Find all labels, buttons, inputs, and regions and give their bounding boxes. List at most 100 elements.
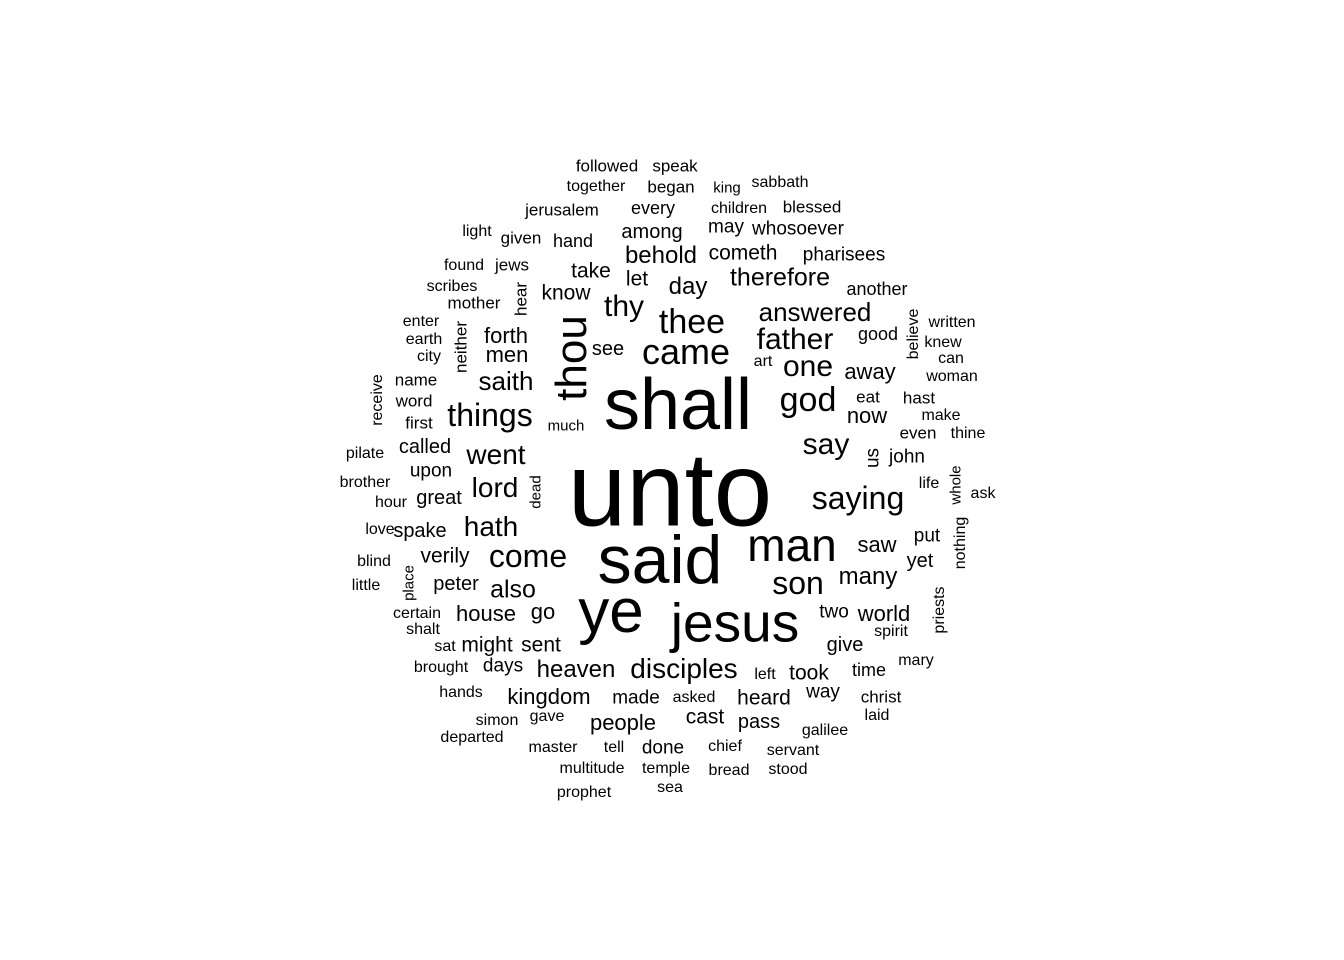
cloud-word-art: art bbox=[753, 353, 773, 370]
cloud-word-may: may bbox=[708, 216, 744, 238]
cloud-word-name: name bbox=[394, 370, 438, 390]
cloud-word-hand: hand bbox=[552, 231, 594, 251]
cloud-word-therefore: therefore bbox=[729, 263, 831, 292]
cloud-word-ask: ask bbox=[970, 485, 996, 502]
cloud-word-said: said bbox=[597, 522, 723, 598]
cloud-word-another: another bbox=[846, 279, 908, 299]
cloud-word-days: days bbox=[482, 655, 524, 677]
cloud-word-gave: gave bbox=[529, 708, 565, 725]
cloud-word-took: took bbox=[789, 661, 829, 685]
cloud-word-unto: unto bbox=[567, 431, 773, 549]
cloud-word-servant: servant bbox=[766, 742, 820, 759]
cloud-word-jews: jews bbox=[494, 255, 530, 275]
cloud-word-laid: laid bbox=[864, 707, 890, 724]
cloud-word-brother: brother bbox=[339, 474, 391, 491]
cloud-word-jesus: jesus bbox=[670, 591, 800, 654]
cloud-word-dead: dead bbox=[527, 475, 545, 509]
cloud-word-priests: priests bbox=[931, 586, 948, 634]
cloud-word-hour: hour bbox=[374, 494, 408, 511]
cloud-word-come: come bbox=[488, 538, 568, 574]
cloud-word-one: one bbox=[782, 350, 834, 383]
cloud-word-city: city bbox=[417, 348, 441, 365]
cloud-word-hath: hath bbox=[463, 511, 519, 542]
cloud-word-see: see bbox=[591, 338, 625, 360]
cloud-word-give: give bbox=[826, 634, 864, 656]
cloud-word-left: left bbox=[754, 666, 776, 683]
cloud-word-speak: speak bbox=[652, 156, 698, 176]
cloud-word-also: also bbox=[490, 575, 536, 604]
cloud-word-believe: believe bbox=[905, 308, 922, 360]
cloud-word-receive: receive bbox=[369, 374, 386, 426]
cloud-word-people: people bbox=[589, 710, 657, 735]
cloud-word-shalt: shalt bbox=[406, 621, 440, 638]
cloud-word-ye: ye bbox=[578, 577, 644, 646]
cloud-word-simon: simon bbox=[475, 712, 519, 729]
cloud-word-away: away bbox=[844, 359, 896, 384]
cloud-word-time: time bbox=[851, 660, 887, 680]
cloud-word-sea: sea bbox=[657, 779, 683, 796]
cloud-word-pharisees: pharisees bbox=[802, 244, 886, 266]
cloud-word-written: written bbox=[928, 314, 976, 331]
cloud-word-make: make bbox=[921, 407, 961, 424]
cloud-word-two: two bbox=[819, 601, 849, 623]
cloud-word-called: called bbox=[398, 436, 452, 458]
cloud-word-prophet: prophet bbox=[556, 784, 612, 801]
cloud-word-say: say bbox=[802, 428, 850, 461]
cloud-word-christ: christ bbox=[860, 687, 902, 707]
cloud-word-kingdom: kingdom bbox=[507, 684, 591, 709]
cloud-word-thy: thy bbox=[603, 290, 645, 323]
cloud-word-hast: hast bbox=[902, 388, 936, 408]
cloud-word-knew: knew bbox=[924, 334, 962, 351]
cloud-word-first: first bbox=[405, 413, 433, 433]
cloud-word-given: given bbox=[500, 228, 542, 248]
cloud-word-asked: asked bbox=[672, 689, 716, 706]
cloud-word-put: put bbox=[913, 525, 941, 547]
cloud-word-yet: yet bbox=[906, 550, 934, 572]
cloud-word-john: john bbox=[889, 446, 925, 468]
cloud-word-hands: hands bbox=[439, 684, 483, 701]
cloud-word-word: word bbox=[395, 391, 433, 411]
cloud-word-followed: followed bbox=[575, 156, 639, 176]
cloud-word-eat: eat bbox=[856, 387, 880, 407]
cloud-word-god: god bbox=[779, 381, 837, 419]
cloud-word-take: take bbox=[571, 259, 611, 283]
cloud-word-done: done bbox=[641, 737, 685, 759]
cloud-word-neither: neither bbox=[451, 321, 471, 373]
cloud-word-multitude: multitude bbox=[559, 760, 625, 777]
cloud-word-way: way bbox=[806, 681, 840, 703]
cloud-word-went: went bbox=[466, 439, 526, 470]
cloud-word-know: know bbox=[541, 281, 591, 305]
cloud-word-mary: mary bbox=[898, 652, 934, 669]
cloud-word-father: father bbox=[756, 323, 834, 356]
cloud-word-chief: chief bbox=[708, 738, 742, 755]
cloud-word-answered: answered bbox=[758, 297, 872, 327]
cloud-word-things: things bbox=[447, 397, 533, 433]
cloud-word-love: love bbox=[365, 521, 395, 538]
cloud-word-nothing: nothing bbox=[952, 516, 969, 570]
cloud-word-little: little bbox=[351, 577, 381, 594]
cloud-word-enter: enter bbox=[402, 313, 440, 330]
cloud-word-thou: thou bbox=[547, 315, 596, 401]
cloud-word-day: day bbox=[668, 273, 708, 300]
cloud-word-brought: brought bbox=[413, 659, 469, 676]
cloud-word-verily: verily bbox=[420, 544, 470, 568]
cloud-word-good: good bbox=[857, 324, 899, 344]
cloud-word-certain: certain bbox=[392, 605, 442, 622]
cloud-word-pilate: pilate bbox=[345, 445, 385, 462]
cloud-word-lord: lord bbox=[471, 472, 519, 503]
cloud-word-came: came bbox=[641, 331, 731, 372]
cloud-word-heaven: heaven bbox=[536, 656, 616, 683]
cloud-word-pass: pass bbox=[737, 711, 781, 733]
cloud-word-disciples: disciples bbox=[630, 653, 738, 684]
cloud-word-can: can bbox=[938, 350, 964, 367]
cloud-word-departed: departed bbox=[440, 729, 504, 746]
cloud-word-much: much bbox=[547, 417, 585, 435]
cloud-word-let: let bbox=[625, 267, 649, 291]
cloud-word-whosoever: whosoever bbox=[752, 218, 844, 240]
cloud-word-us: us bbox=[862, 447, 884, 469]
cloud-word-go: go bbox=[530, 599, 556, 624]
cloud-word-light: light bbox=[462, 223, 492, 240]
cloud-word-stood: stood bbox=[768, 761, 808, 778]
cloud-word-children: children bbox=[710, 200, 768, 217]
